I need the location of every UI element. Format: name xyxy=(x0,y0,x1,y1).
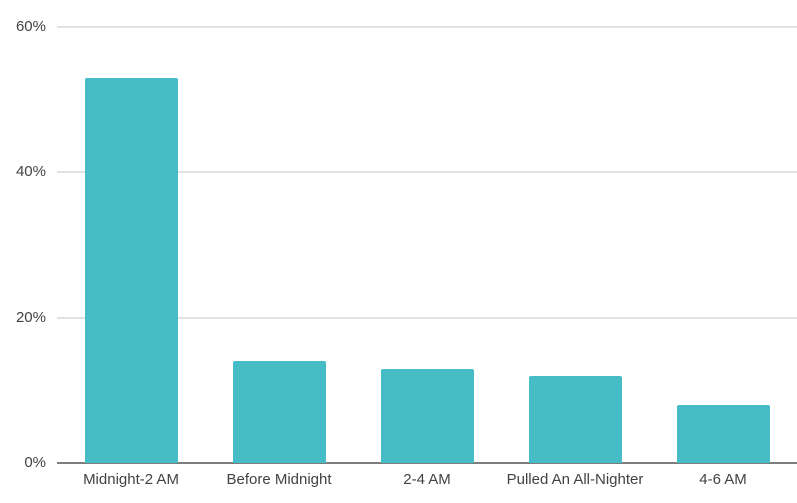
y-tick-label: 60% xyxy=(15,18,46,35)
y-tick-label: 40% xyxy=(15,163,46,181)
gridline-20 xyxy=(57,316,797,319)
x-axis-baseline xyxy=(57,462,797,464)
x-tick-label: 4-6 AM xyxy=(699,471,747,488)
y-tick-label: 20% xyxy=(15,308,46,326)
gridline-60 xyxy=(57,26,797,28)
plot-area xyxy=(57,26,797,464)
y-tick-label: 0% xyxy=(24,454,46,471)
y-axis: 0% 20% 40% 60% xyxy=(0,0,46,503)
x-tick-label: Midnight-2 AM xyxy=(83,471,179,488)
bar-pulled-an-all-nighter xyxy=(529,376,622,463)
x-tick-label: Pulled An All-Nighter xyxy=(506,471,644,488)
bar-before-midnight xyxy=(233,361,326,463)
bar-4-6-am xyxy=(677,405,770,463)
bar-midnight-2-am xyxy=(85,78,178,463)
x-tick-label: Before Midnight xyxy=(226,471,332,488)
x-axis: Midnight-2 AM Before Midnight 2-4 AM Pulled… xyxy=(57,470,797,496)
gridline-40 xyxy=(57,171,797,174)
bar-2-4-am xyxy=(381,369,474,463)
x-tick-label: 2-4 AM xyxy=(403,471,451,488)
